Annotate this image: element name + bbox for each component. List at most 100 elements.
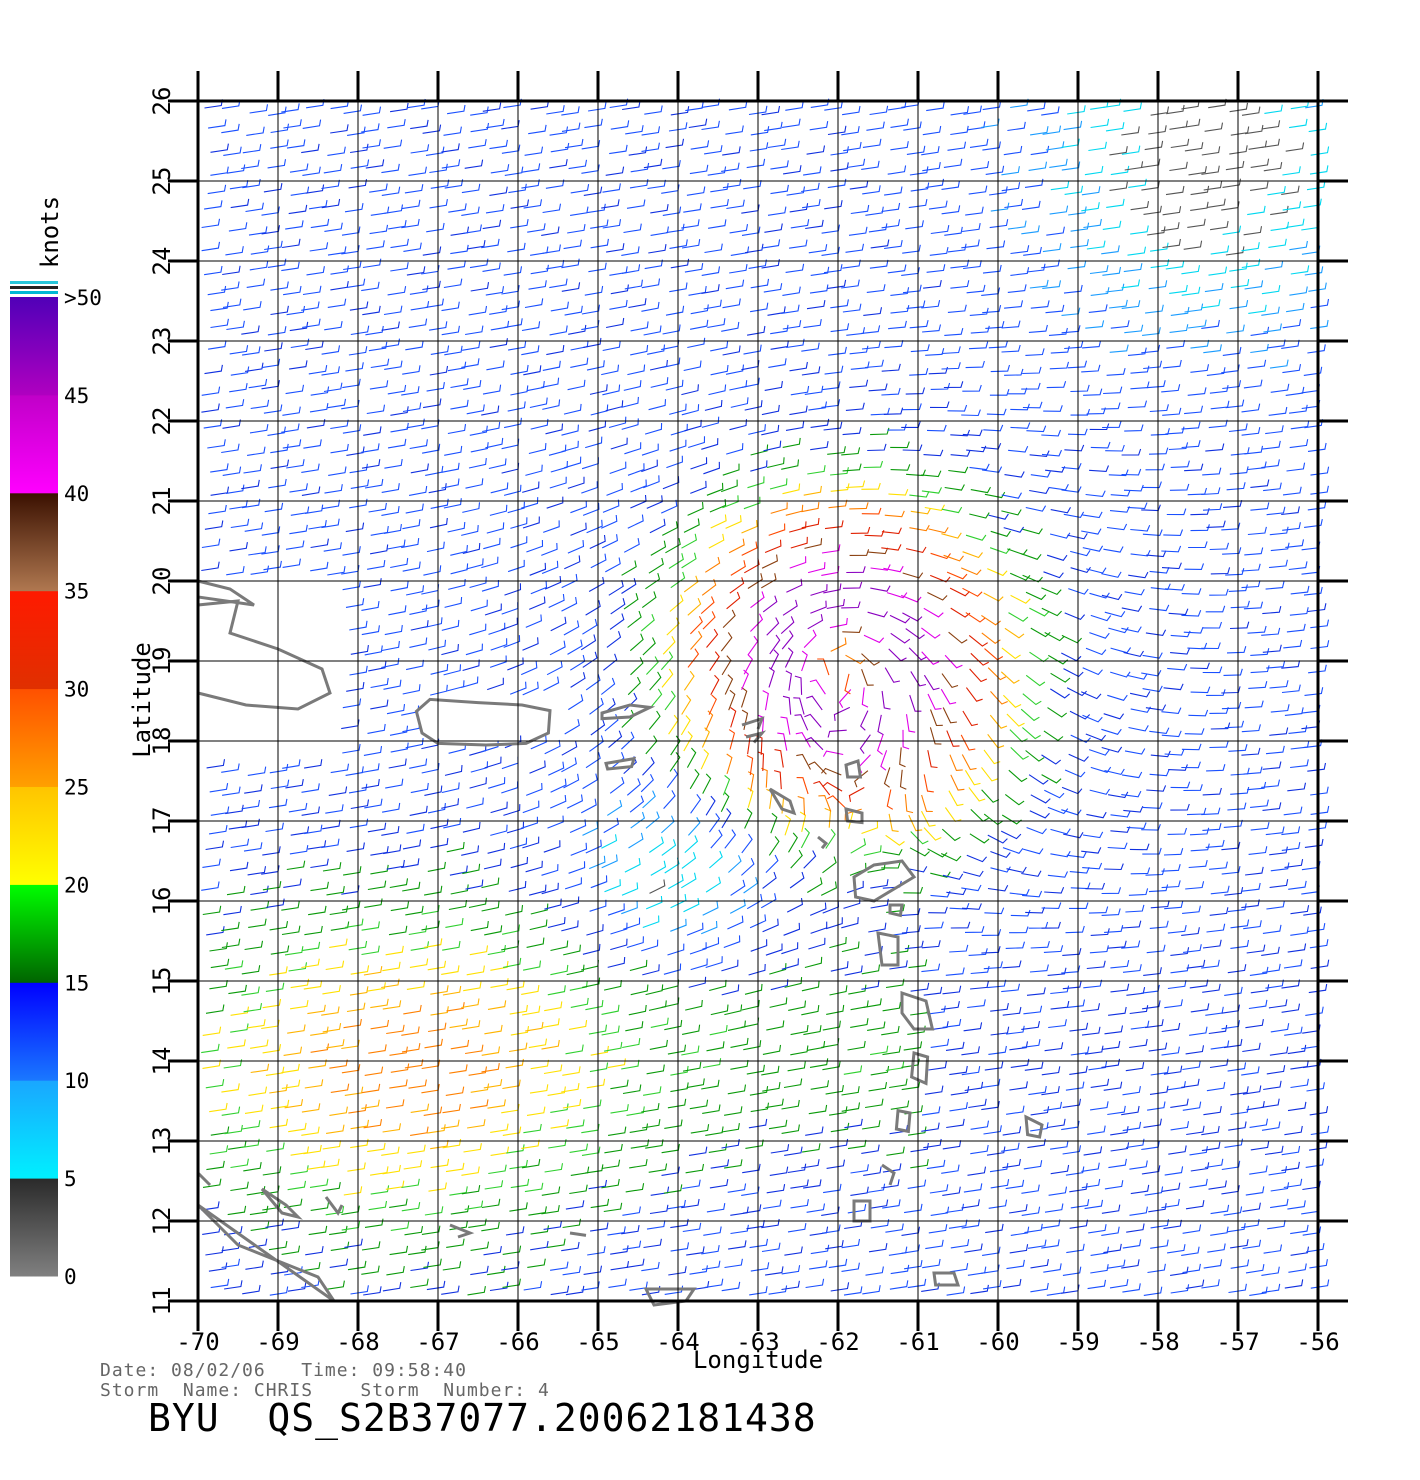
wind-vector — [981, 929, 1002, 936]
wind-vector — [343, 866, 362, 876]
wind-vector — [790, 385, 810, 396]
wind-vector — [1266, 660, 1286, 669]
wind-vector — [327, 298, 347, 308]
wind-vector — [305, 184, 325, 194]
wind-vector — [1250, 343, 1269, 354]
wind-vector — [987, 885, 1009, 892]
wind-vector — [543, 1064, 563, 1075]
wind-vector — [427, 803, 446, 814]
wind-vector — [610, 598, 626, 615]
wind-vector — [565, 1044, 584, 1055]
wind-vector — [833, 706, 851, 721]
wind-vector — [921, 299, 941, 309]
wind-vector — [1250, 158, 1270, 168]
wind-vector — [661, 997, 680, 1008]
wind-vector — [450, 1039, 470, 1050]
wind-vector — [670, 106, 690, 116]
wind-vector — [384, 204, 404, 214]
wind-vector — [927, 750, 938, 769]
wind-vector — [409, 439, 428, 450]
wind-vector — [524, 298, 544, 309]
wind-vector — [450, 378, 469, 389]
wind-vector — [829, 936, 847, 949]
wind-vector — [830, 467, 849, 476]
wind-vector — [1102, 220, 1122, 230]
wind-vector — [501, 602, 519, 615]
wind-vector — [809, 1058, 829, 1068]
wind-vector — [628, 1004, 647, 1016]
wind-vector — [1029, 964, 1049, 973]
wind-vector — [561, 896, 580, 909]
wind-vector — [1267, 1220, 1286, 1230]
wind-vector — [769, 634, 781, 655]
wind-vector — [243, 1162, 262, 1172]
wind-vector — [1028, 921, 1049, 929]
wind-vector — [561, 440, 579, 453]
wind-vector — [950, 259, 970, 269]
colorbar-band — [10, 590, 58, 690]
wind-vector — [1181, 118, 1201, 129]
wind-vector — [940, 853, 962, 862]
wind-vector — [1001, 344, 1021, 353]
wind-vector — [326, 886, 345, 896]
wind-vector — [1189, 1146, 1208, 1156]
wind-vector — [648, 1163, 668, 1173]
wind-vector — [1224, 986, 1243, 996]
wind-vector — [582, 773, 598, 790]
wind-vector — [389, 1046, 408, 1056]
wind-vector — [1284, 858, 1304, 868]
wind-vector — [890, 632, 911, 644]
wind-vector — [1303, 366, 1323, 376]
wind-vector — [822, 856, 837, 874]
wind-vector — [924, 921, 944, 929]
wind-vector — [803, 485, 822, 496]
wind-vector — [1004, 793, 1025, 806]
wind-vector — [508, 340, 527, 351]
wind-vector — [269, 1118, 289, 1129]
colorbar-band — [10, 786, 58, 885]
wind-vector — [1122, 1239, 1142, 1249]
wind-vector — [550, 301, 569, 312]
wind-vector — [854, 770, 869, 788]
wind-vector — [1049, 532, 1071, 539]
wind-vector — [468, 139, 487, 149]
wind-vector — [790, 1179, 809, 1189]
wind-vector — [501, 300, 521, 311]
wind-vector — [269, 966, 288, 976]
wind-vector — [1003, 694, 1022, 708]
wind-vector — [1022, 890, 1043, 898]
wind-vector — [1142, 847, 1162, 855]
wind-vector — [604, 1143, 623, 1154]
wind-vector — [1086, 407, 1106, 415]
wind-vector — [830, 1282, 850, 1292]
wind-vector — [722, 178, 742, 189]
wind-vector — [1229, 145, 1248, 155]
wind-vector — [1167, 979, 1187, 990]
wind-vector — [549, 325, 568, 336]
wind-vector — [530, 264, 549, 275]
wind-vector — [530, 1059, 550, 1070]
wind-vector — [470, 1265, 489, 1276]
colorbar-band — [10, 492, 58, 592]
wind-vector — [727, 915, 744, 930]
wind-vector — [641, 443, 659, 456]
wind-vector — [1130, 867, 1151, 875]
wind-vector — [386, 1024, 405, 1035]
wind-vector — [708, 813, 721, 833]
wind-vector — [1148, 1203, 1167, 1213]
wind-vector — [1050, 345, 1070, 354]
wind-vector — [1062, 947, 1082, 956]
wind-vector — [586, 1078, 606, 1089]
wind-vector — [210, 1278, 230, 1289]
wind-vector — [268, 1240, 288, 1251]
wind-vector — [1223, 668, 1243, 676]
wind-vector — [630, 811, 646, 829]
wind-vector — [850, 1186, 869, 1196]
wind-vector — [770, 649, 780, 670]
wind-vector — [1181, 286, 1201, 296]
wind-vector — [463, 380, 482, 390]
wind-vector — [905, 714, 916, 733]
wind-vector — [1166, 508, 1187, 516]
wind-vector — [989, 219, 1009, 229]
wind-vector — [1070, 1046, 1090, 1056]
